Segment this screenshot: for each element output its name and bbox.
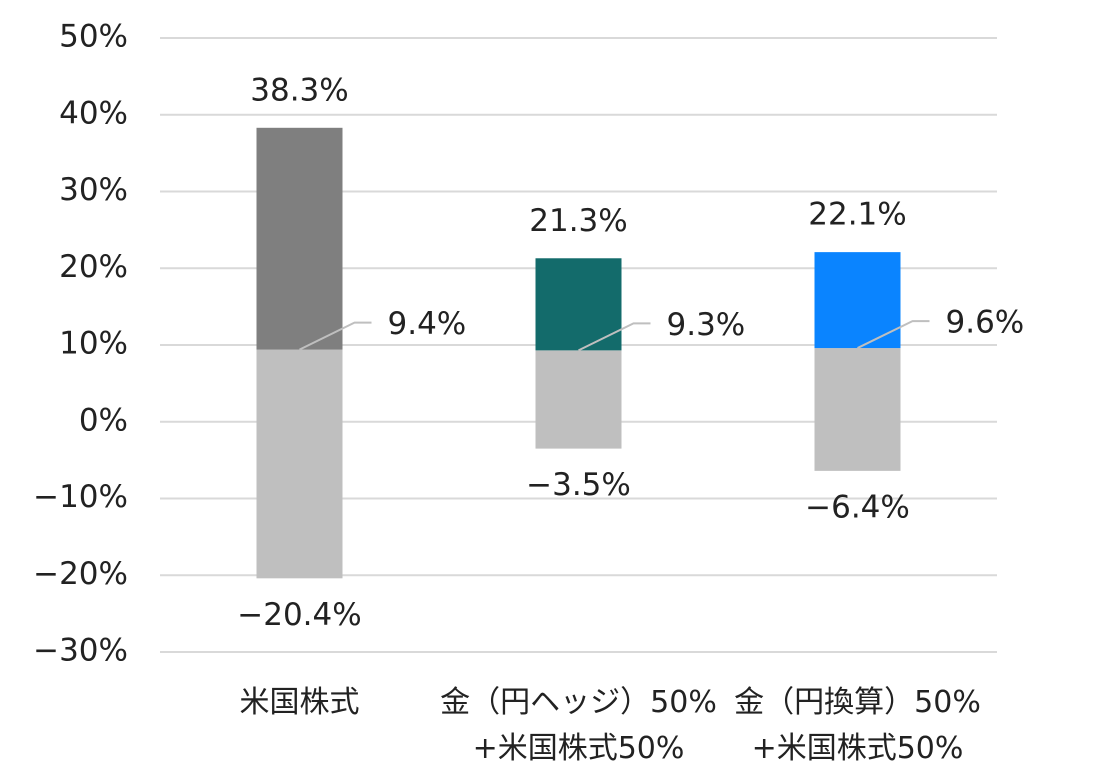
mean-leader (857, 320, 930, 349)
bar-upper (535, 258, 622, 351)
bar-upper (814, 252, 901, 349)
y-tick-label: 50% (59, 19, 128, 55)
low-label: −20.4% (237, 597, 361, 633)
x-tick-label: 金（円換算）50% +米国株式50% (734, 685, 981, 766)
low-label: −6.4% (805, 489, 910, 525)
bar-lower (535, 350, 622, 449)
high-label: 38.3% (250, 72, 348, 108)
y-tick-label: 0% (79, 402, 128, 438)
y-tick-label: −10% (33, 479, 128, 515)
mean-label: 9.3% (667, 307, 746, 343)
mean-leader (299, 321, 372, 351)
high-label: 22.1% (808, 197, 906, 233)
bar-lower (256, 349, 343, 579)
mean-label: 9.6% (946, 305, 1025, 341)
low-label: −3.5% (526, 467, 631, 503)
y-tick-label: 30% (59, 172, 128, 208)
y-tick-label: 20% (59, 249, 128, 285)
mean-leader (578, 322, 651, 352)
x-tick-label: 金（円ヘッジ）50% +米国株式50% (440, 685, 717, 766)
y-tick-label: 40% (59, 95, 128, 131)
x-tick-label: 米国株式 (239, 685, 360, 720)
y-tick-label: −30% (33, 633, 128, 669)
bar-upper (256, 127, 343, 350)
y-tick-label: 10% (59, 326, 128, 362)
bar-lower (814, 348, 901, 471)
mean-label: 9.4% (388, 306, 467, 342)
high-label: 21.3% (529, 203, 627, 239)
y-tick-label: −20% (33, 556, 128, 592)
